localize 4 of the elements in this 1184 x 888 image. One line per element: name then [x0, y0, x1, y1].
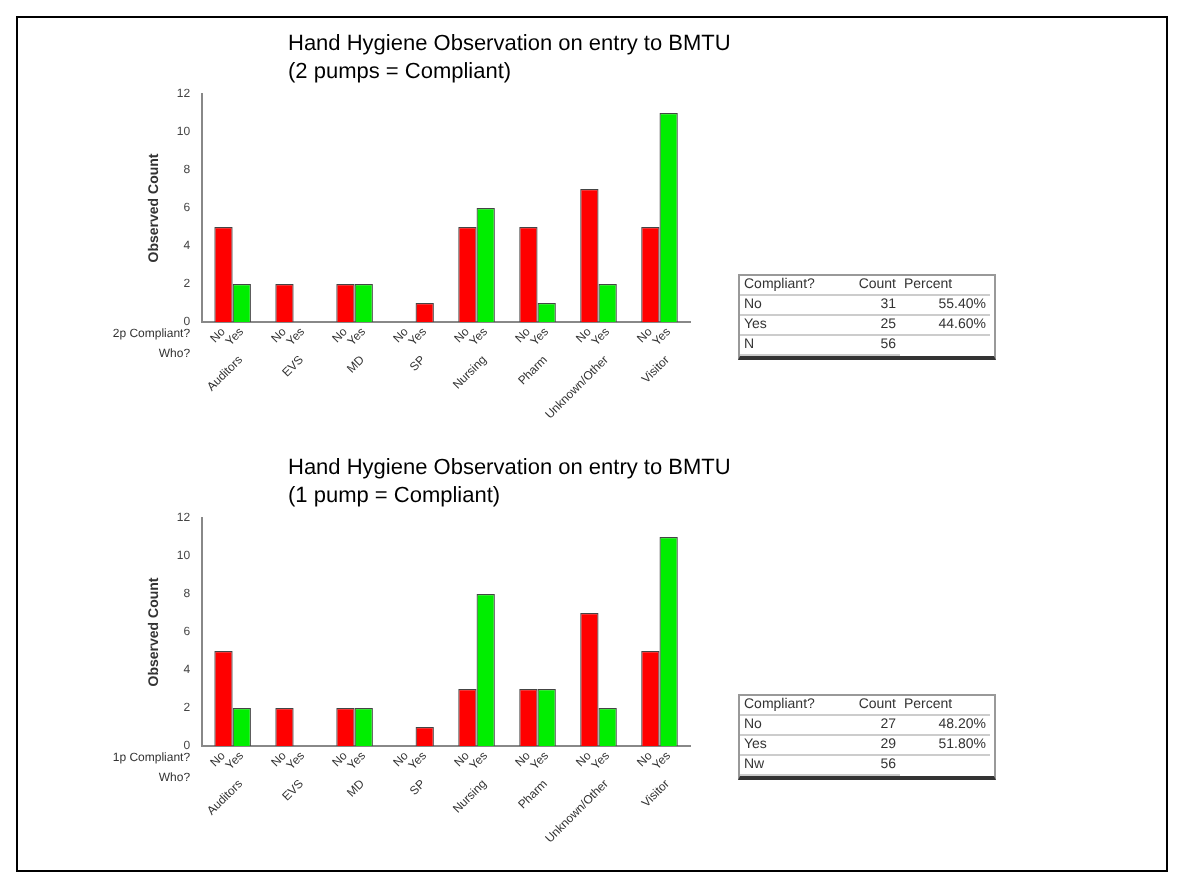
chart-subtitle: (1 pump = Compliant) — [288, 482, 503, 510]
chart-title: Hand Hygiene Observation on entry to BMTU — [288, 30, 731, 58]
chart-subtitle: (2 pumps = Compliant) — [288, 58, 514, 86]
chart-title: Hand Hygiene Observation on entry to BMTU — [288, 454, 731, 482]
